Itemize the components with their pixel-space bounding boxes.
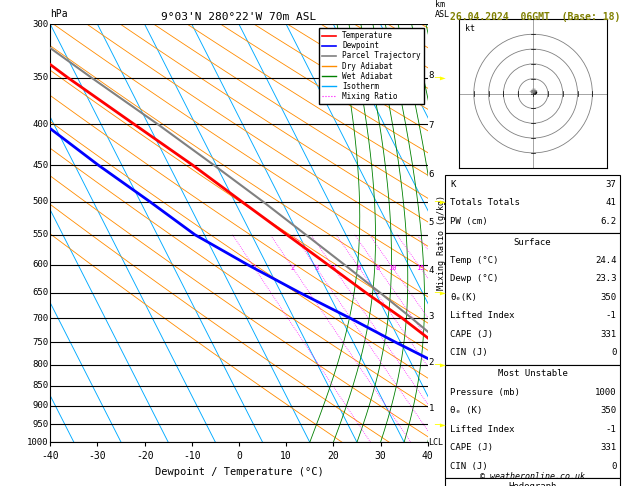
Legend: Temperature, Dewpoint, Parcel Trajectory, Dry Adiabat, Wet Adiabat, Isotherm, Mi: Temperature, Dewpoint, Parcel Trajectory… xyxy=(320,28,424,104)
Text: km
ASL: km ASL xyxy=(435,0,450,19)
Text: -1: -1 xyxy=(606,312,616,320)
Text: 650: 650 xyxy=(32,288,48,297)
Text: 3: 3 xyxy=(428,312,434,321)
Text: 8: 8 xyxy=(376,265,380,271)
Text: ─►: ─► xyxy=(434,73,446,83)
Text: ─►: ─► xyxy=(434,419,446,430)
Text: +: + xyxy=(532,89,538,95)
Text: kt: kt xyxy=(465,24,475,34)
Text: Mixing Ratio (g/kg): Mixing Ratio (g/kg) xyxy=(437,195,446,291)
Text: 600: 600 xyxy=(32,260,48,269)
Text: 4: 4 xyxy=(331,265,336,271)
Text: Temp (°C): Temp (°C) xyxy=(450,256,499,265)
Text: 4: 4 xyxy=(428,266,434,275)
Text: 23.3: 23.3 xyxy=(595,275,616,283)
Text: 500: 500 xyxy=(32,197,48,206)
Text: θₑ(K): θₑ(K) xyxy=(450,293,477,302)
Text: Surface: Surface xyxy=(514,238,551,246)
Text: 2: 2 xyxy=(291,265,295,271)
Text: 700: 700 xyxy=(32,314,48,323)
Text: 350: 350 xyxy=(600,406,616,415)
Text: CAPE (J): CAPE (J) xyxy=(450,330,493,339)
Text: LCL: LCL xyxy=(428,438,443,447)
Text: +: + xyxy=(531,88,537,94)
Text: PW (cm): PW (cm) xyxy=(450,217,488,226)
Text: 400: 400 xyxy=(32,120,48,129)
Text: 750: 750 xyxy=(32,338,48,347)
Text: Pressure (mb): Pressure (mb) xyxy=(450,388,520,397)
Text: 24.4: 24.4 xyxy=(595,256,616,265)
Text: ─►: ─► xyxy=(434,197,446,207)
Text: -1: -1 xyxy=(606,425,616,434)
Text: hPa: hPa xyxy=(50,9,68,19)
Text: 8: 8 xyxy=(428,71,434,80)
Text: Lifted Index: Lifted Index xyxy=(450,312,515,320)
Text: 6: 6 xyxy=(357,265,361,271)
Text: © weatheronline.co.uk: © weatheronline.co.uk xyxy=(480,472,585,481)
Text: 41: 41 xyxy=(606,198,616,207)
Text: 331: 331 xyxy=(600,330,616,339)
Text: 7: 7 xyxy=(428,121,434,130)
Text: 1: 1 xyxy=(252,265,257,271)
Text: Lifted Index: Lifted Index xyxy=(450,425,515,434)
Text: 331: 331 xyxy=(600,443,616,452)
Text: 6.2: 6.2 xyxy=(600,217,616,226)
Text: 550: 550 xyxy=(32,230,48,239)
Text: 300: 300 xyxy=(32,20,48,29)
X-axis label: Dewpoint / Temperature (°C): Dewpoint / Temperature (°C) xyxy=(155,467,323,477)
Text: 2: 2 xyxy=(428,358,434,367)
Text: 1: 1 xyxy=(428,404,434,413)
Text: K: K xyxy=(450,180,456,189)
Text: +: + xyxy=(529,90,535,96)
Text: 0: 0 xyxy=(611,348,616,357)
Text: +: + xyxy=(528,89,535,95)
Text: CIN (J): CIN (J) xyxy=(450,462,488,470)
Text: 900: 900 xyxy=(32,401,48,410)
Text: 26.04.2024  06GMT  (Base: 18): 26.04.2024 06GMT (Base: 18) xyxy=(450,12,620,22)
Text: ─►: ─► xyxy=(434,360,446,370)
Text: 950: 950 xyxy=(32,420,48,429)
Text: Totals Totals: Totals Totals xyxy=(450,198,520,207)
Text: 10: 10 xyxy=(388,265,397,271)
Text: 3: 3 xyxy=(314,265,318,271)
Text: 1000: 1000 xyxy=(595,388,616,397)
Text: 15: 15 xyxy=(416,265,425,271)
Text: +: + xyxy=(530,87,536,94)
Text: CAPE (J): CAPE (J) xyxy=(450,443,493,452)
Text: 37: 37 xyxy=(606,180,616,189)
Text: CIN (J): CIN (J) xyxy=(450,348,488,357)
Text: 850: 850 xyxy=(32,382,48,390)
Text: 800: 800 xyxy=(32,360,48,369)
Text: 1000: 1000 xyxy=(27,438,48,447)
Text: 350: 350 xyxy=(32,73,48,82)
Text: 350: 350 xyxy=(600,293,616,302)
Text: Hodograph: Hodograph xyxy=(508,483,557,486)
Text: 450: 450 xyxy=(32,160,48,170)
Text: 5: 5 xyxy=(428,218,434,227)
Text: Dewp (°C): Dewp (°C) xyxy=(450,275,499,283)
Text: 0: 0 xyxy=(611,462,616,470)
Text: +: + xyxy=(529,88,535,94)
Text: Most Unstable: Most Unstable xyxy=(498,369,567,378)
Title: 9°03'N 280°22'W 70m ASL: 9°03'N 280°22'W 70m ASL xyxy=(162,12,316,22)
Text: θₑ (K): θₑ (K) xyxy=(450,406,482,415)
Text: ─►: ─► xyxy=(434,288,446,298)
Text: 6: 6 xyxy=(428,170,434,179)
